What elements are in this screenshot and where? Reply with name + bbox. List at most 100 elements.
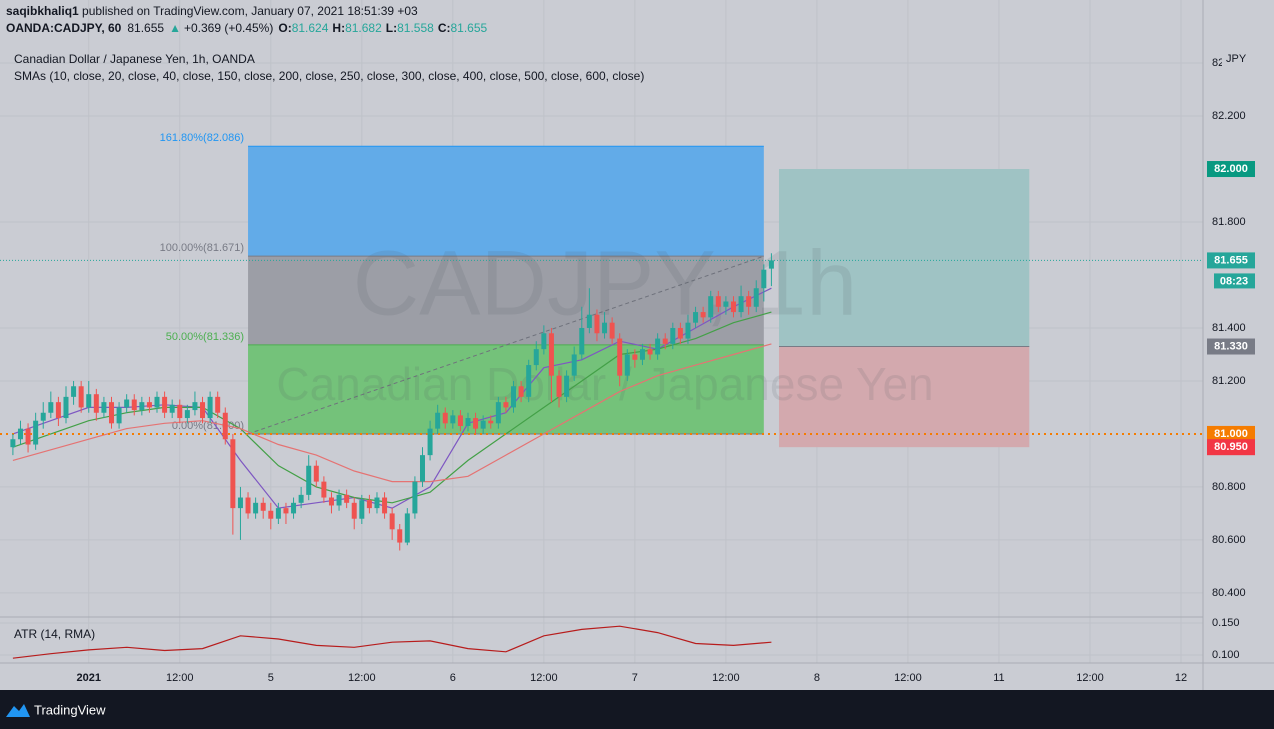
symbol: OANDA:CADJPY, 60 [6, 21, 122, 35]
candle-body [344, 494, 350, 503]
candle-body [48, 402, 54, 413]
y-tick-label: 80.600 [1212, 534, 1246, 546]
candle-body [602, 322, 608, 334]
fib-label: 161.80%(82.086) [160, 132, 244, 144]
candle-body [693, 312, 699, 323]
price-label: 81.000 [1214, 428, 1248, 440]
candle-body [427, 428, 433, 456]
candle-body [503, 402, 509, 408]
published: published on TradingView.com, January 07… [79, 4, 418, 18]
candle-body [268, 510, 274, 519]
candle-body [579, 327, 585, 355]
candle-body [480, 420, 486, 429]
low: 81.558 [397, 21, 434, 35]
candle-body [298, 494, 304, 503]
candle-body [708, 296, 714, 318]
candle-body [571, 354, 577, 376]
brand: TradingView [34, 702, 106, 717]
fib-zone [248, 256, 764, 345]
atr-tick-label: 0.150 [1212, 617, 1240, 629]
position-target [778, 169, 1030, 347]
change-arrow: ▲ [169, 21, 181, 35]
y-tick-label: 81.400 [1212, 322, 1246, 334]
candle-body [639, 349, 645, 360]
fib-label: 100.00%(81.671) [160, 242, 244, 254]
candle-body [404, 513, 410, 543]
x-tick-label: 7 [632, 672, 638, 684]
price-label-box [1207, 161, 1255, 178]
candle-body [753, 288, 759, 307]
candle-body [291, 502, 297, 514]
candle-body [541, 333, 547, 350]
candle-body [177, 404, 183, 419]
candle-body [131, 399, 137, 411]
candle-body [237, 497, 243, 509]
publisher: saqibkhaliq1 [6, 4, 79, 18]
candle-body [321, 481, 327, 498]
fib-zone [248, 146, 764, 257]
x-tick-label: 11 [993, 672, 1004, 684]
x-tick-label: 12:00 [1076, 672, 1104, 684]
l-label: L: [386, 21, 397, 35]
candle-body [397, 529, 403, 543]
candle-body [71, 386, 77, 397]
candle-body [313, 465, 319, 482]
x-tick-label: 12:00 [712, 672, 740, 684]
candle-body [336, 494, 342, 506]
atr-title: ATR (14, RMA) [14, 627, 95, 641]
y-tick-label: 81.200 [1212, 375, 1246, 387]
x-tick-label: 2021 [77, 672, 101, 684]
watermark-description: Canadian Dollar / Japanese Yen [276, 358, 933, 410]
c-label: C: [438, 21, 451, 35]
x-tick-label: 12:00 [166, 672, 194, 684]
candle-body [93, 394, 99, 413]
candle-body [419, 455, 425, 482]
candle-body [533, 349, 539, 366]
y-tick-label: 81.800 [1212, 216, 1246, 228]
x-tick-label: 12:00 [894, 672, 922, 684]
candle-body [594, 314, 600, 334]
candle-body [655, 338, 661, 355]
candle-body [139, 402, 145, 411]
candle-body [730, 301, 736, 313]
close: 81.655 [450, 21, 487, 35]
candle-body [647, 349, 653, 355]
candle-body [624, 354, 630, 376]
atr-tick-label: 0.100 [1212, 649, 1240, 661]
candle-body [101, 402, 107, 413]
candle-body [768, 260, 774, 269]
x-tick-label: 5 [268, 672, 274, 684]
candle-body [146, 402, 152, 408]
publish-line: saqibkhaliq1 published on TradingView.co… [6, 4, 418, 18]
candle-body [40, 412, 46, 421]
candle-body [260, 502, 266, 511]
candle-body [465, 418, 471, 426]
candle-body [222, 412, 228, 440]
candle-body [169, 404, 175, 413]
candle-body [473, 418, 479, 429]
candle-body [457, 415, 463, 426]
candle-body [124, 399, 130, 408]
x-tick-label: 6 [450, 672, 456, 684]
candle-body [78, 386, 84, 408]
candle-body [184, 410, 190, 419]
candle-body [389, 513, 395, 530]
candle-body [700, 312, 706, 318]
atr-line [12, 625, 772, 659]
open: 81.624 [292, 21, 329, 35]
candle-body [283, 508, 289, 514]
candle-body [351, 502, 357, 519]
candle-body [245, 497, 251, 514]
o-label: O: [278, 21, 291, 35]
candle-body [685, 322, 691, 339]
candle-body [556, 375, 562, 397]
x-tick-label: 12 [1175, 672, 1187, 684]
candle-body [670, 327, 676, 344]
h-label: H: [332, 21, 345, 35]
legend-studies: SMAs (10, close, 20, close, 40, close, 1… [14, 69, 644, 83]
candle-body [564, 375, 570, 397]
candle-body [215, 396, 221, 413]
candle-body [207, 396, 213, 419]
y-tick-label: 80.800 [1212, 481, 1246, 493]
